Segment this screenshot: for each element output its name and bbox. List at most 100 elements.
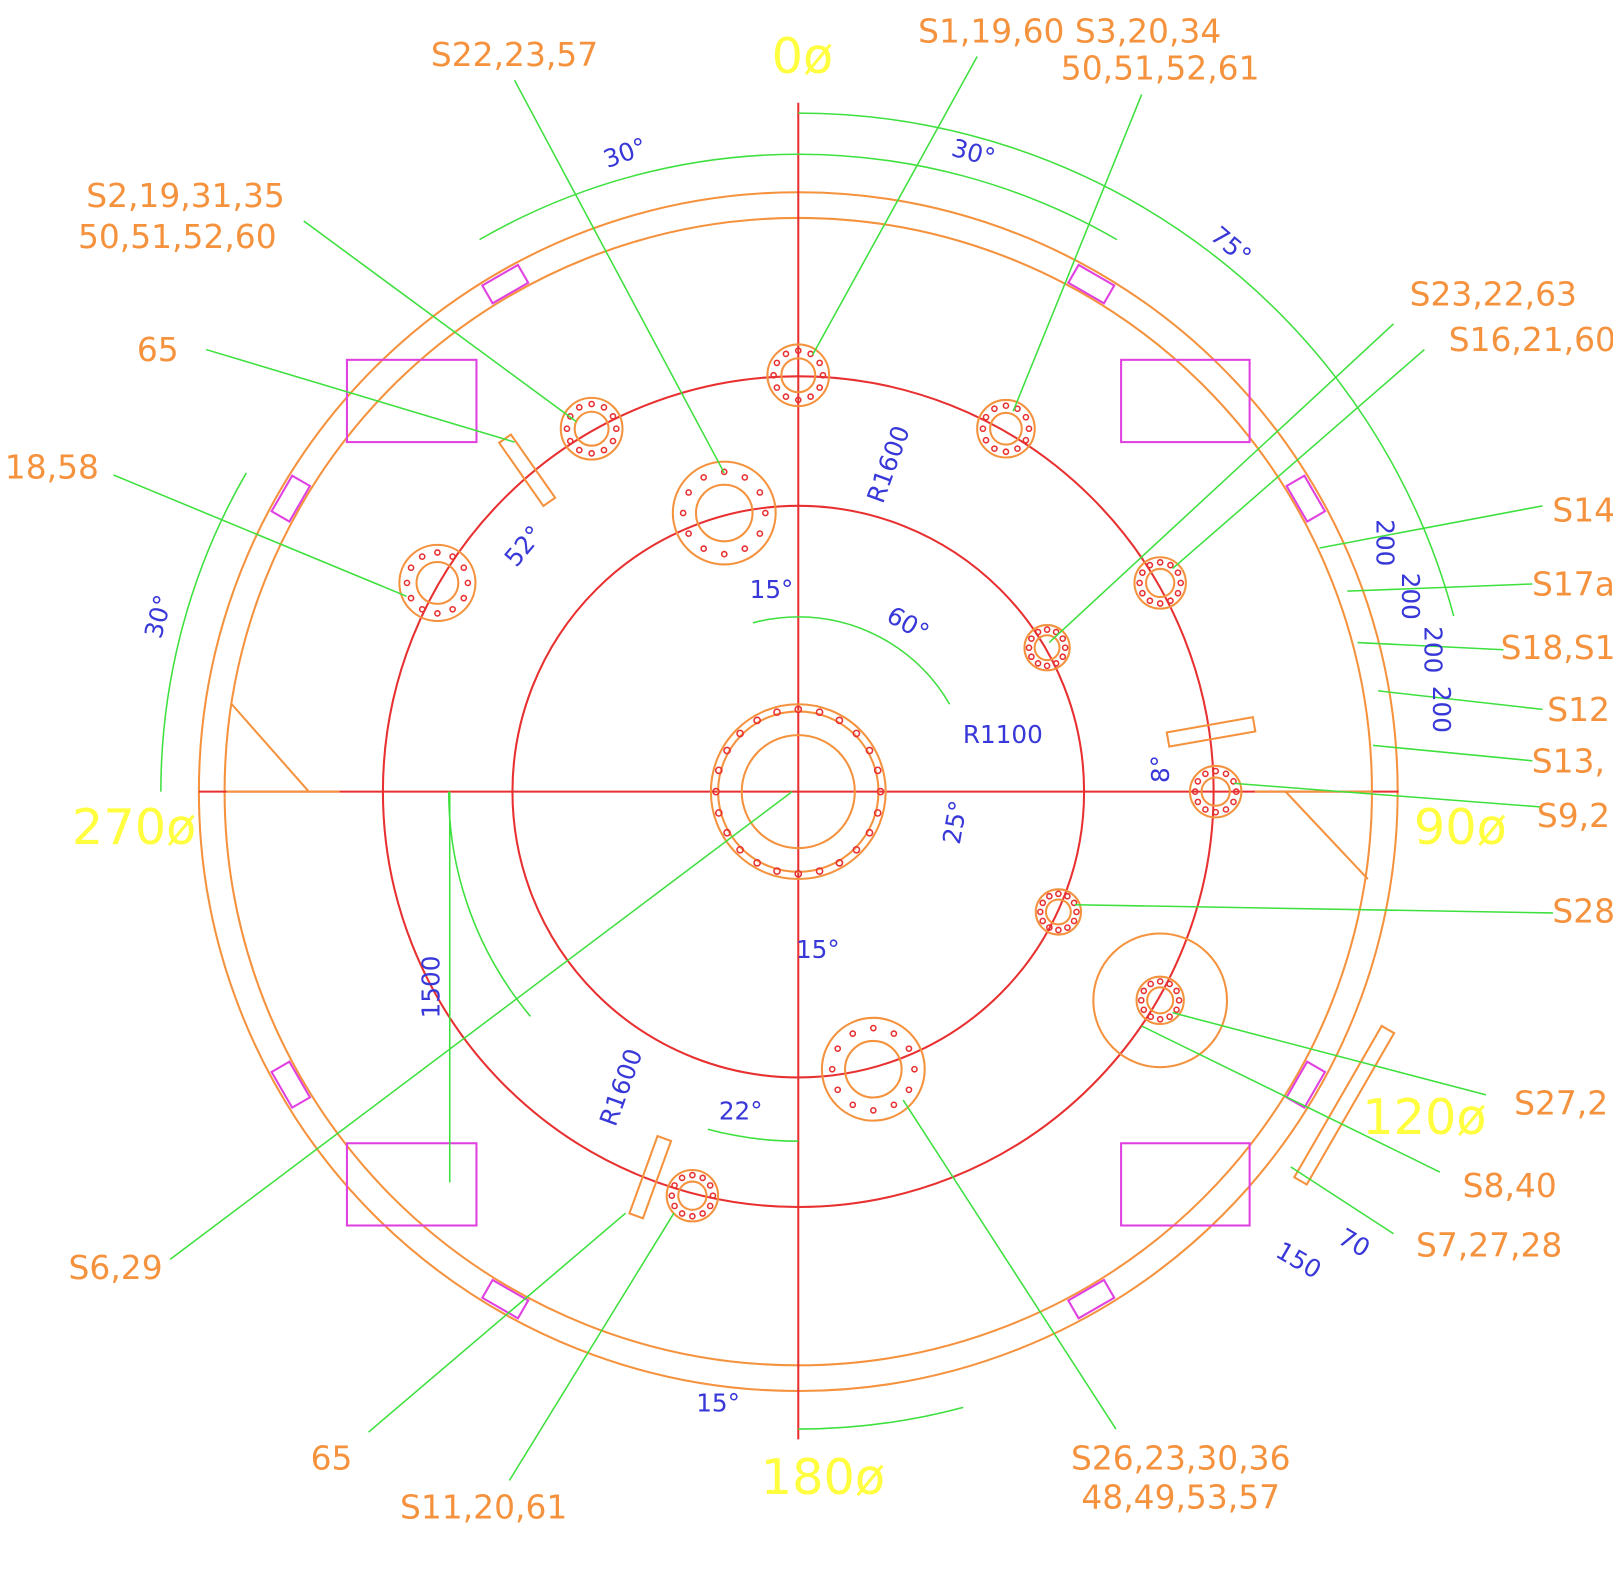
- bolt-hole: [1045, 663, 1050, 668]
- callout-label: S22,23,57: [431, 35, 598, 74]
- bolt-hole: [568, 438, 573, 443]
- bolt-hole: [906, 1046, 911, 1051]
- bolt-hole: [1168, 563, 1173, 568]
- nozzle-bore: [845, 1041, 902, 1098]
- callout-label: S23,22,63: [1410, 275, 1577, 314]
- callout-label: S2,19,31,35: [86, 176, 285, 215]
- bolt-hole: [610, 414, 615, 419]
- callout-label: S1,19,60 S3,20,34: [918, 11, 1221, 50]
- bolt-hole: [672, 1183, 677, 1188]
- bolt-hole: [1045, 627, 1050, 632]
- nozzle-bore: [575, 412, 609, 446]
- bolt-hole: [1026, 426, 1031, 431]
- bolt-hole: [1063, 645, 1068, 650]
- bolt-hole: [1137, 580, 1142, 585]
- orientation-label: 270ø: [72, 798, 196, 856]
- bolt-hole: [601, 405, 606, 410]
- bolt-hole: [906, 1087, 911, 1092]
- bolt-hole: [774, 385, 779, 390]
- callout-label: 65: [311, 1438, 353, 1477]
- agitator-ring: [1093, 934, 1227, 1068]
- bolt-hole: [1035, 661, 1040, 666]
- dimension-label: 8°: [1146, 755, 1175, 783]
- callout-label: 48,49,53,57: [1081, 1477, 1280, 1516]
- bolt-hole: [1174, 1007, 1179, 1012]
- bolt-hole: [701, 475, 706, 480]
- bolt-hole: [1056, 927, 1061, 932]
- callout-label: S26,23,30,36: [1071, 1438, 1291, 1477]
- bolt-hole: [1158, 601, 1163, 606]
- dimension-arc: [708, 1129, 798, 1141]
- bolt-hole: [680, 1175, 685, 1180]
- callout-label: S8,40: [1463, 1166, 1557, 1205]
- leader-line: [1347, 584, 1532, 591]
- leader-line: [509, 1213, 673, 1480]
- bolt-hole: [771, 373, 776, 378]
- bolt-hole: [577, 448, 582, 453]
- bolt-hole: [465, 580, 470, 585]
- bolt-hole: [614, 426, 619, 431]
- bolt-hole: [1047, 894, 1052, 899]
- dimension-label: 200: [1370, 519, 1399, 566]
- callout-label: S11,20,61: [400, 1488, 567, 1527]
- leader-line: [1320, 506, 1543, 548]
- bolt-hole: [1203, 807, 1208, 812]
- bolt-hole: [912, 1067, 917, 1072]
- dimension-label: 150: [1271, 1236, 1326, 1285]
- dimension-arc: [480, 154, 799, 239]
- callout-label: 50,51,52,60: [78, 217, 277, 256]
- bolt-hole: [681, 510, 686, 515]
- bolt-hole: [1140, 591, 1145, 596]
- bolt-hole: [408, 565, 413, 570]
- callout-label: S28: [1552, 891, 1613, 930]
- bolt-hole: [1203, 771, 1208, 776]
- bolt-hole: [1223, 807, 1228, 812]
- bolt-hole: [1147, 598, 1152, 603]
- bolt-hole: [1026, 645, 1031, 650]
- bolt-hole: [1158, 1017, 1163, 1022]
- plate: [629, 1136, 671, 1218]
- bolt-hole: [1029, 636, 1034, 641]
- dimension-label: 1500: [416, 956, 445, 1019]
- bolt-hole: [610, 438, 615, 443]
- bolt-hole: [672, 1203, 677, 1208]
- callout-label: 18,58: [5, 447, 99, 486]
- bolt-hole: [589, 451, 594, 456]
- nozzle-bore: [696, 485, 753, 542]
- bolt-hole: [1023, 415, 1028, 420]
- leader-line: [1378, 691, 1542, 710]
- orientation-label: 90ø: [1414, 798, 1507, 856]
- leader-line: [114, 475, 407, 596]
- dimension-arc: [798, 1407, 963, 1429]
- dimension-label: 52°: [498, 520, 548, 572]
- bolt-hole: [1147, 563, 1152, 568]
- bolt-hole: [708, 1183, 713, 1188]
- leader-line: [813, 57, 977, 355]
- bolt-hole: [850, 1102, 855, 1107]
- callout-label: S6,29: [69, 1248, 163, 1287]
- bolt-hole: [708, 1203, 713, 1208]
- bolt-hole: [835, 1046, 840, 1051]
- nozzle: [399, 545, 475, 621]
- bolt-hole: [1040, 918, 1045, 923]
- bolt-hole: [763, 510, 768, 515]
- bolt-hole: [983, 438, 988, 443]
- leader-line: [1049, 324, 1393, 643]
- dimension-label: 22°: [719, 1096, 763, 1125]
- bolt-hole: [1040, 900, 1045, 905]
- bolt-hole: [1074, 909, 1079, 914]
- dimension-label: R1600: [594, 1045, 649, 1130]
- bolt-hole: [1035, 629, 1040, 634]
- bolt-hole: [1060, 654, 1065, 659]
- bolt-hole: [1141, 988, 1146, 993]
- bolt-hole: [1178, 580, 1183, 585]
- callout-label: 50,51,52,61: [1061, 48, 1260, 87]
- bolt-hole: [700, 1175, 705, 1180]
- bolt-hole: [1231, 799, 1236, 804]
- bolt-hole: [710, 1193, 715, 1198]
- bolt-hole: [757, 531, 762, 536]
- callout-label: S27,2: [1514, 1084, 1608, 1123]
- leader-line: [1173, 1013, 1487, 1095]
- dimension-label: R1600: [861, 422, 916, 507]
- bolt-hole: [783, 394, 788, 399]
